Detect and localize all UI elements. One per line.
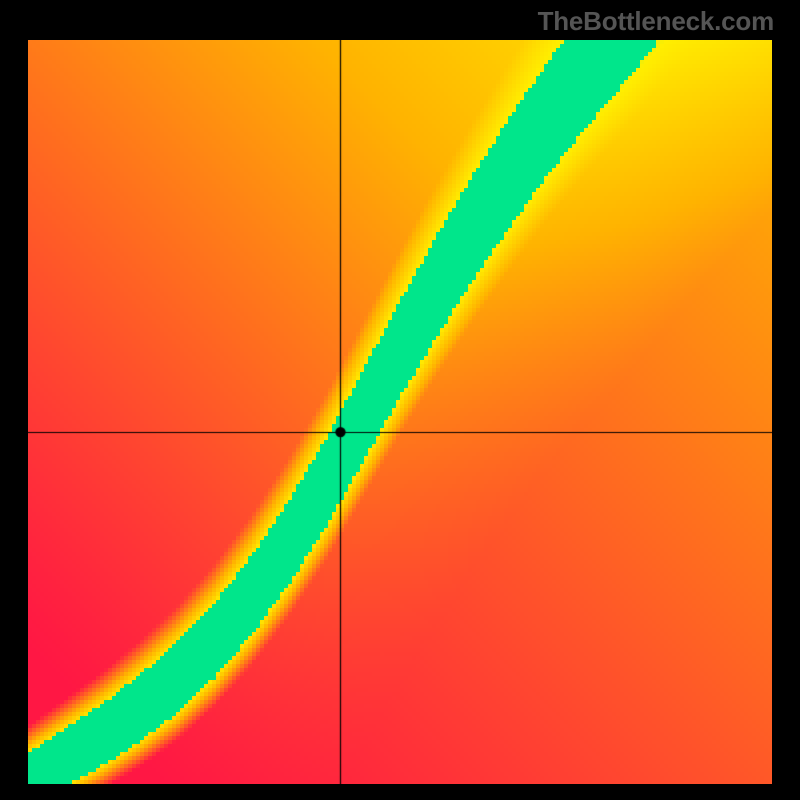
watermark-text: TheBottleneck.com [538, 6, 774, 37]
stage: TheBottleneck.com [0, 0, 800, 800]
crosshair-overlay [28, 40, 772, 784]
